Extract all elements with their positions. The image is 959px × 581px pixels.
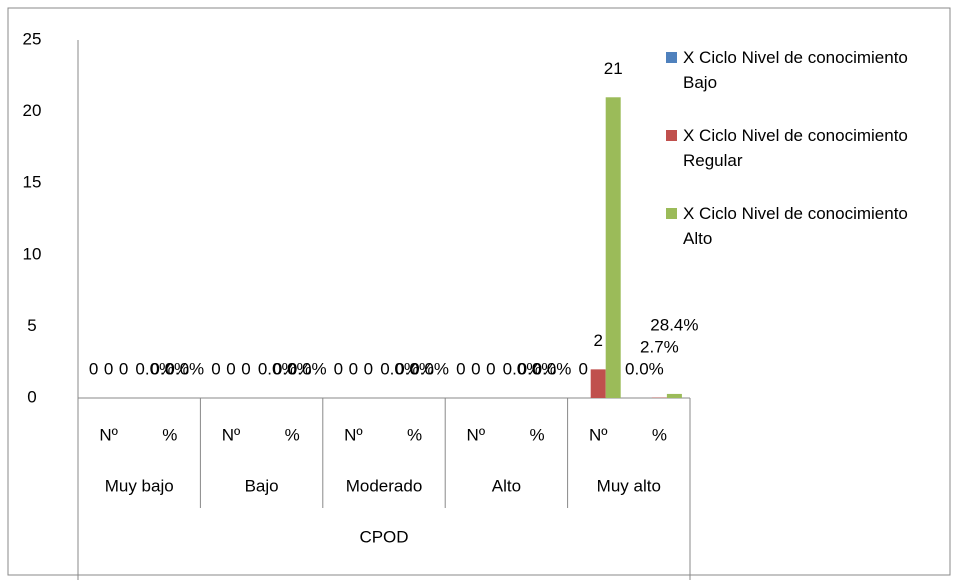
- data-label: 0.0%: [288, 359, 327, 378]
- data-label: 0: [226, 359, 235, 378]
- x-tick-label: %: [529, 425, 544, 444]
- data-label: 2.7%: [640, 337, 679, 356]
- data-label: 0: [211, 359, 220, 378]
- bar: [590, 369, 606, 398]
- supergroup-label: CPOD: [359, 527, 408, 546]
- data-label: 0.0%: [150, 359, 189, 378]
- data-label: 0.0%: [258, 359, 297, 378]
- legend-label: X Ciclo Nivel de conocimiento Bajo: [683, 48, 908, 92]
- y-tick-label: 15: [23, 173, 42, 192]
- data-label: 28.4%: [650, 315, 698, 334]
- legend-label: X Ciclo Nivel de conocimiento Regular: [683, 126, 908, 170]
- x-tick-label: %: [652, 425, 667, 444]
- data-label: 0.0%: [410, 359, 449, 378]
- x-tick-label: %: [162, 425, 177, 444]
- data-label: 2: [593, 331, 602, 350]
- x-tick-label: %: [285, 425, 300, 444]
- y-tick-label: 10: [23, 244, 42, 263]
- data-label: 0: [89, 359, 98, 378]
- data-label: 0: [334, 359, 343, 378]
- data-label: 0: [241, 359, 250, 378]
- y-tick-label: 25: [23, 29, 42, 48]
- data-label: 0.0%: [503, 359, 542, 378]
- group-label: Bajo: [245, 476, 279, 495]
- group-label: Muy alto: [597, 476, 661, 495]
- frame: [7, 7, 951, 576]
- x-tick-label: Nº: [467, 425, 486, 444]
- data-label: 0.0%: [395, 359, 434, 378]
- data-label: 0.0%: [135, 359, 174, 378]
- data-label: 0: [104, 359, 113, 378]
- y-tick-label: 5: [27, 316, 36, 335]
- data-label: 0: [349, 359, 358, 378]
- x-tick-label: %: [407, 425, 422, 444]
- data-label: 0.0%: [165, 359, 204, 378]
- bar: [605, 97, 621, 398]
- data-label: 0: [486, 359, 495, 378]
- legend-swatch: [666, 130, 677, 141]
- data-label: 0: [456, 359, 465, 378]
- data-label: 0.0%: [625, 359, 664, 378]
- data-label: 21: [604, 59, 623, 78]
- data-label: 0.0%: [380, 359, 419, 378]
- y-tick-label: 0: [27, 387, 36, 406]
- x-tick-label: Nº: [344, 425, 363, 444]
- x-tick-label: Nº: [222, 425, 241, 444]
- legend-swatch: [666, 208, 677, 219]
- data-label: 0: [119, 359, 128, 378]
- data-label: 0.0%: [518, 359, 557, 378]
- x-tick-label: Nº: [589, 425, 608, 444]
- x-tick-label: Nº: [99, 425, 118, 444]
- legend-label: X Ciclo Nivel de conocimiento Alto: [683, 204, 908, 248]
- group-label: Moderado: [346, 476, 423, 495]
- y-tick-label: 20: [23, 101, 42, 120]
- bar: [666, 393, 682, 398]
- group-label: Muy bajo: [105, 476, 174, 495]
- group-label: Alto: [492, 476, 521, 495]
- data-label: 0.0%: [533, 359, 572, 378]
- data-label: 0: [364, 359, 373, 378]
- legend-swatch: [666, 52, 677, 63]
- data-label: 0: [471, 359, 480, 378]
- data-label: 0.0%: [273, 359, 312, 378]
- data-label: 0: [578, 359, 587, 378]
